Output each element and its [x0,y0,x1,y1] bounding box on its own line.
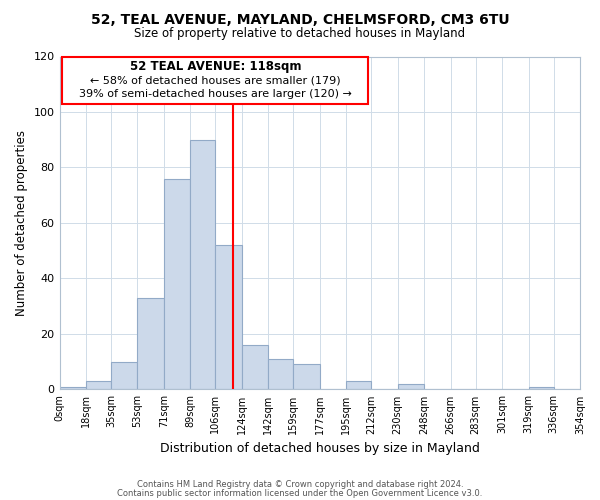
Bar [111,362,137,390]
Bar [398,384,424,390]
Text: 52 TEAL AVENUE: 118sqm: 52 TEAL AVENUE: 118sqm [130,60,301,72]
Bar [59,386,86,390]
FancyBboxPatch shape [62,56,368,104]
Bar [293,364,320,390]
Bar [242,345,268,390]
Bar [190,140,215,390]
Bar [529,386,554,390]
Bar [215,245,242,390]
Bar [137,298,164,390]
Text: Size of property relative to detached houses in Mayland: Size of property relative to detached ho… [134,28,466,40]
Y-axis label: Number of detached properties: Number of detached properties [15,130,28,316]
Text: 39% of semi-detached houses are larger (120) →: 39% of semi-detached houses are larger (… [79,89,352,99]
X-axis label: Distribution of detached houses by size in Mayland: Distribution of detached houses by size … [160,442,480,455]
Text: Contains public sector information licensed under the Open Government Licence v3: Contains public sector information licen… [118,488,482,498]
Bar [164,178,190,390]
Text: ← 58% of detached houses are smaller (179): ← 58% of detached houses are smaller (17… [90,75,341,85]
Bar [268,359,293,390]
Bar [346,381,371,390]
Text: 52, TEAL AVENUE, MAYLAND, CHELMSFORD, CM3 6TU: 52, TEAL AVENUE, MAYLAND, CHELMSFORD, CM… [91,12,509,26]
Text: Contains HM Land Registry data © Crown copyright and database right 2024.: Contains HM Land Registry data © Crown c… [137,480,463,489]
Bar [86,381,111,390]
